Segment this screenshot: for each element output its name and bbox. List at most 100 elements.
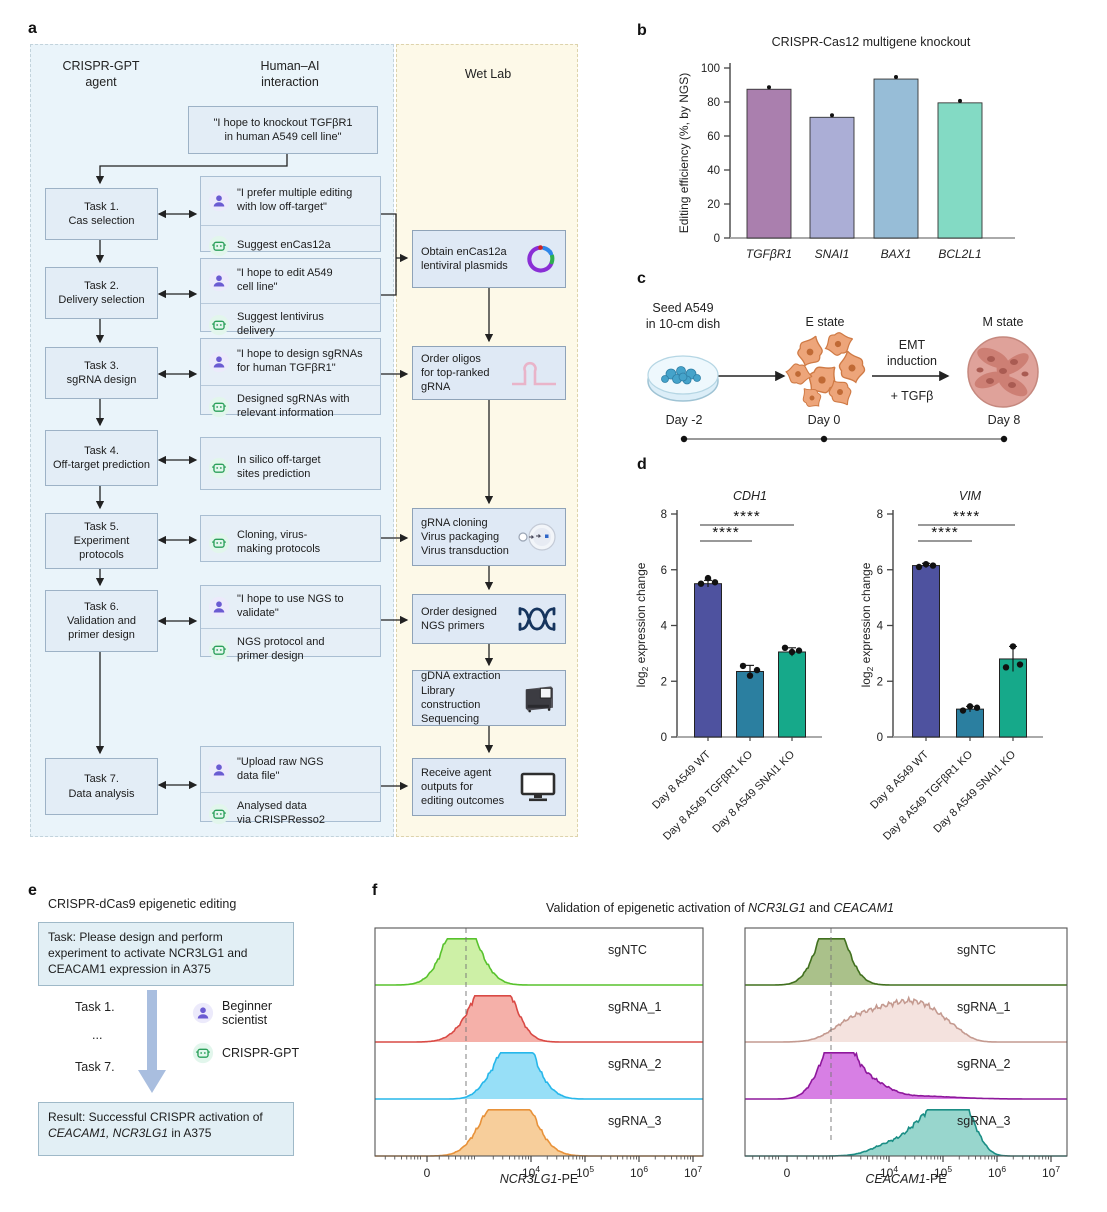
actor-label: Beginner scientist bbox=[222, 999, 273, 1027]
task-step-ellipsis: ... bbox=[92, 1028, 103, 1042]
dna-icon bbox=[518, 607, 556, 631]
series-label-sgRNA_3: sgRNA_3 bbox=[608, 1114, 662, 1128]
y-tick-label: 2 bbox=[661, 676, 667, 688]
result-box: Result: Successful CRISPR activation of … bbox=[38, 1102, 294, 1156]
robot-icon bbox=[208, 639, 230, 660]
chart-b-title: CRISPR-Cas12 multigene knockout bbox=[772, 35, 971, 49]
tgfb-label: + TGFβ bbox=[890, 389, 934, 403]
bar-BAX1 bbox=[873, 78, 919, 239]
data-point bbox=[973, 704, 981, 711]
bar-SNAI1 bbox=[809, 116, 855, 239]
robot-icon bbox=[208, 314, 230, 335]
data-point bbox=[922, 560, 930, 568]
result-genes: CEACAM1, NCR3LG1 bbox=[48, 1126, 169, 1141]
task-box-1: Task 1. Cas selection bbox=[45, 188, 158, 240]
wet-lab-step-text: gDNA extraction Library construction Seq… bbox=[421, 670, 501, 726]
histogram-sgRNA_3 bbox=[745, 1109, 1067, 1157]
y-tick-label: 2 bbox=[877, 676, 883, 688]
plot-frame bbox=[744, 927, 1068, 1157]
data-point bbox=[915, 563, 923, 571]
chart-title-CDH1: CDH1 bbox=[733, 489, 767, 503]
f-title-text1: Validation of epigenetic activation of bbox=[546, 901, 749, 915]
data-point bbox=[1016, 661, 1024, 668]
cell-icon bbox=[518, 523, 556, 551]
panel-e-title: CRISPR-dCas9 epigenetic editing bbox=[48, 897, 237, 911]
panel-label-d: d bbox=[637, 456, 647, 473]
actor-label: CRISPR-GPT bbox=[222, 1046, 300, 1060]
chart-b-ylabel: Editing efficiency (%, by NGS) bbox=[677, 73, 691, 234]
robot-icon bbox=[208, 532, 230, 553]
robot-icon bbox=[208, 803, 230, 825]
x-tick-label: 106 bbox=[988, 1164, 1006, 1180]
data-point bbox=[704, 574, 712, 582]
dialog-box-task-5: Cloning, virus- making protocols bbox=[200, 515, 381, 562]
bar-charts-expression: CDH1 log2 expression change 0 2 4 6 8 Day 8 A54… bbox=[634, 489, 1043, 843]
dialog-agent-message: Cloning, virus- making protocols bbox=[201, 516, 380, 569]
dialog-agent-message: Analysed data via CRISPResso2 bbox=[201, 792, 380, 835]
task-description-box: Task: Please design and perform experime… bbox=[38, 922, 294, 986]
histogram-sgNTC bbox=[745, 938, 1067, 986]
significance-stars: **** bbox=[712, 524, 739, 541]
bar bbox=[694, 583, 722, 738]
dialog-message-text: In silico off-target sites prediction bbox=[237, 453, 321, 480]
dialog-user-message: "I hope to edit A549 cell line" bbox=[201, 259, 380, 303]
f-right-axis-label: CEACAM1-PE bbox=[806, 1172, 1006, 1186]
dialog-user-message: "I hope to use NGS to validate" bbox=[201, 586, 380, 628]
wet-lab-step-text: Order oligos for top-ranked gRNA bbox=[421, 352, 490, 394]
y-tick-label: 0 bbox=[714, 233, 720, 245]
data-point bbox=[788, 648, 796, 656]
x-category-label: SNAI1 bbox=[815, 247, 850, 261]
x-tick-label: 104 bbox=[522, 1164, 540, 1180]
bar bbox=[999, 658, 1027, 738]
dialog-box-task-7: "Upload raw NGS data file" Analysed data … bbox=[200, 746, 381, 826]
histogram-sgRNA_2 bbox=[375, 1052, 703, 1100]
chart-title-VIM: VIM bbox=[959, 489, 982, 503]
dialog-agent-message: Suggest enCas12a bbox=[201, 225, 380, 265]
y-tick-label: 8 bbox=[877, 509, 883, 521]
data-point bbox=[739, 662, 747, 670]
dialog-box-task-2: "I hope to edit A549 cell line" Suggest l… bbox=[200, 258, 381, 337]
series-label-sgRNA_1: sgRNA_1 bbox=[957, 1000, 1011, 1014]
data-point bbox=[781, 644, 789, 651]
series-label-sgRNA_2: sgRNA_2 bbox=[957, 1057, 1011, 1071]
x-tick-label: 105 bbox=[576, 1164, 594, 1180]
plot-frame bbox=[374, 927, 704, 1157]
data-point bbox=[929, 562, 937, 569]
workflow-down-arrow bbox=[138, 990, 166, 1093]
dialog-agent-message: In silico off-target sites prediction bbox=[201, 438, 380, 497]
series-label-sgRNA_1: sgRNA_1 bbox=[608, 1000, 662, 1014]
task-box-3: Task 3. sgRNA design bbox=[45, 347, 158, 399]
y-tick-label: 4 bbox=[661, 621, 668, 633]
dialog-message-text: "Upload raw NGS data file" bbox=[237, 755, 324, 782]
ylabel-CDH1: log2 expression change bbox=[634, 562, 650, 687]
wet-lab-step-text: Order designed NGS primers bbox=[421, 605, 497, 632]
robot-icon bbox=[192, 1042, 214, 1064]
data-point bbox=[1002, 664, 1010, 671]
e-state-cells-icon bbox=[783, 328, 868, 412]
f-left-suffix: -PE bbox=[557, 1172, 579, 1186]
petri-dish-icon bbox=[647, 355, 719, 402]
bar bbox=[912, 565, 940, 738]
day-8-label: Day 8 bbox=[987, 413, 1021, 427]
task-box-2: Task 2. Delivery selection bbox=[45, 267, 158, 319]
wet-lab-step-text: gRNA cloning Virus packaging Virus trans… bbox=[421, 516, 509, 558]
dialog-message-text: "I hope to edit A549 cell line" bbox=[237, 267, 333, 293]
robot-icon bbox=[208, 235, 230, 256]
day-0-label: Day 0 bbox=[807, 413, 841, 427]
x-tick-label: 107 bbox=[1042, 1164, 1060, 1180]
initial-prompt-box: "I hope to knockout TGFβR1 in human A549… bbox=[188, 106, 378, 154]
y-tick-label: 80 bbox=[707, 97, 720, 109]
data-point bbox=[697, 580, 705, 587]
x-tick-label: 0 bbox=[784, 1166, 791, 1180]
panel-label-c: c bbox=[637, 270, 646, 287]
y-tick-label: 100 bbox=[701, 63, 720, 75]
panel-f-title: Validation of epigenetic activation of N… bbox=[390, 901, 1050, 915]
m-state-cells-icon bbox=[967, 336, 1039, 408]
y-tick-label: 60 bbox=[707, 131, 720, 143]
actor-crispr-gpt: CRISPR-GPT bbox=[192, 1042, 299, 1064]
dialog-message-text: Cloning, virus- making protocols bbox=[237, 528, 321, 555]
x-tick-label: 106 bbox=[630, 1164, 648, 1180]
panel-label-b: b bbox=[637, 22, 647, 39]
task-box-6: Task 6. Validation and primer design bbox=[45, 590, 158, 652]
monitor-icon bbox=[520, 772, 556, 802]
